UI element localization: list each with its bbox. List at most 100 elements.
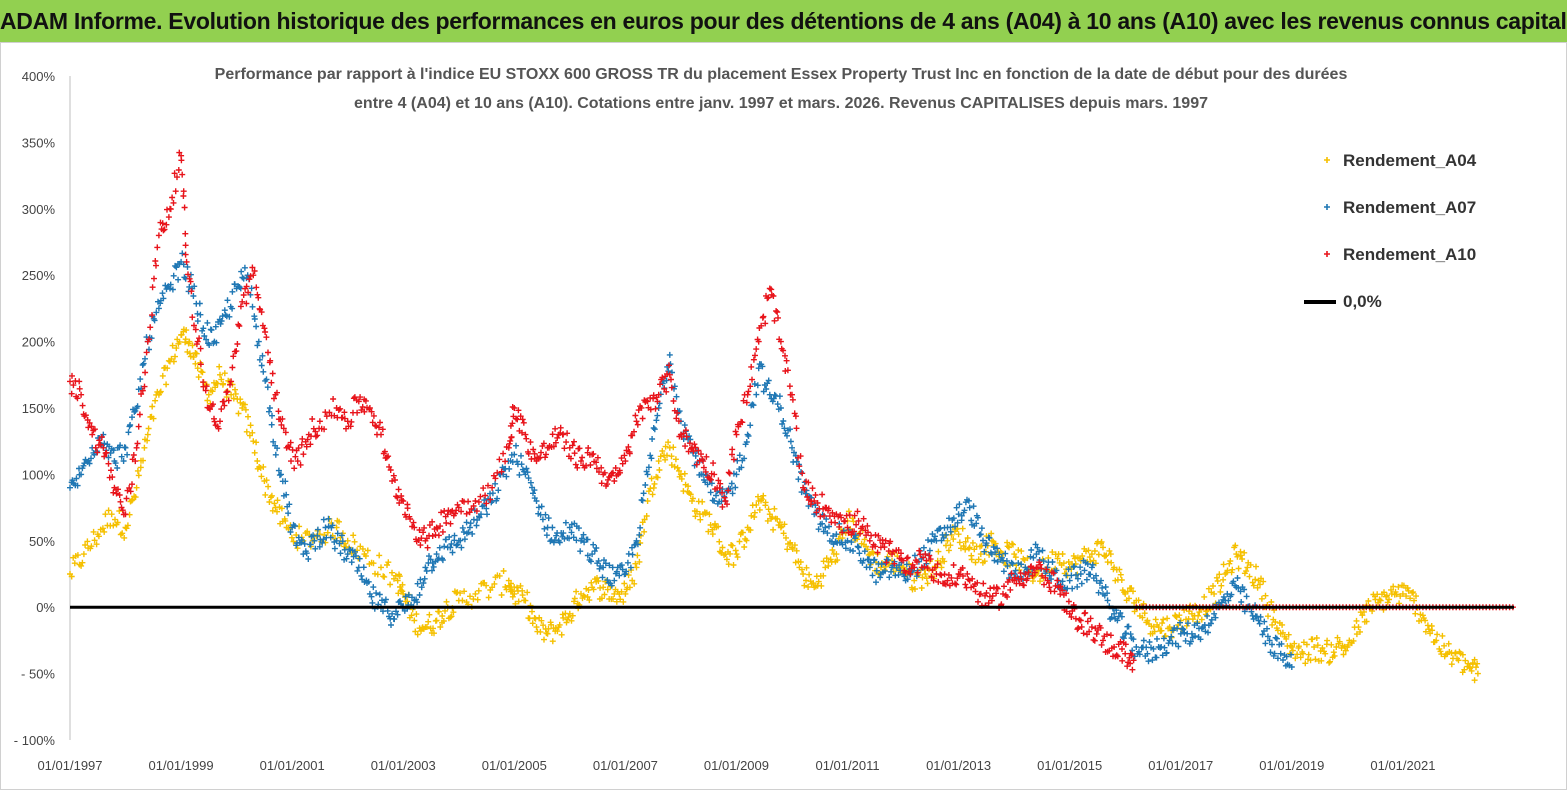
data-point	[911, 577, 918, 584]
data-point	[977, 551, 984, 558]
x-tick-label: 01/01/2021	[1370, 758, 1435, 773]
data-point	[1277, 650, 1284, 657]
data-point	[389, 478, 396, 484]
data-point	[1088, 624, 1095, 631]
y-tick-label: 0%	[36, 600, 55, 615]
data-point	[944, 577, 951, 584]
data-point	[1111, 610, 1118, 617]
chart-title: Performance par rapport à l'indice EU ST…	[215, 66, 1348, 112]
legend-plus-marker	[1324, 204, 1330, 210]
data-point	[266, 405, 273, 411]
data-point	[1211, 610, 1218, 617]
data-point	[944, 537, 951, 544]
data-point	[633, 537, 640, 544]
data-point	[955, 511, 962, 518]
data-point	[228, 391, 235, 398]
data-point	[333, 524, 340, 531]
data-point	[133, 444, 140, 451]
data-point	[833, 531, 840, 538]
data-point	[966, 504, 973, 511]
data-point	[1411, 597, 1417, 604]
data-point	[322, 524, 329, 531]
data-point	[183, 258, 190, 265]
y-tick-label: 50%	[29, 534, 55, 549]
chart-area: Performance par rapport à l'indice EU ST…	[0, 42, 1567, 790]
x-tick-label: 01/01/2005	[482, 758, 547, 773]
data-point	[722, 498, 729, 504]
data-point	[100, 444, 107, 451]
data-point	[228, 378, 235, 385]
legend-plus-marker	[1324, 251, 1330, 257]
data-point	[294, 458, 301, 465]
data-point	[89, 431, 96, 438]
data-point	[239, 298, 246, 305]
x-tick-label: 01/01/2001	[260, 758, 325, 773]
data-point	[389, 610, 396, 617]
data-point	[533, 624, 540, 631]
data-point	[566, 524, 573, 531]
data-point	[205, 391, 212, 398]
data-point	[966, 544, 973, 551]
data-point	[472, 590, 479, 597]
data-point	[344, 551, 351, 558]
data-point	[1133, 644, 1140, 650]
legend-item: Rendement_A04	[1324, 151, 1477, 170]
data-point	[1088, 551, 1095, 558]
data-point	[578, 458, 584, 465]
data-point	[1022, 571, 1029, 577]
data-point	[67, 378, 73, 385]
data-point	[1311, 644, 1318, 650]
data-point	[244, 272, 251, 279]
y-tick-label: 200%	[22, 335, 56, 350]
data-point	[489, 484, 496, 491]
x-tick-label: 01/01/2009	[704, 758, 769, 773]
data-point	[78, 391, 85, 398]
x-axis-labels: 01/01/1997 01/01/1999 01/01/2001 01/01/2003…	[37, 758, 1435, 773]
series-Rendement_A10	[67, 149, 1137, 673]
data-point	[316, 418, 323, 425]
data-point	[611, 577, 618, 584]
data-point	[1177, 630, 1184, 637]
data-point	[217, 418, 223, 425]
x-tick-label: 01/01/1999	[149, 758, 214, 773]
data-point	[666, 371, 673, 378]
legend-item: Rendement_A10	[1324, 245, 1476, 264]
data-point	[1166, 637, 1173, 644]
data-point	[1244, 564, 1251, 571]
data-point	[988, 597, 995, 604]
data-point	[1011, 551, 1018, 558]
data-point	[466, 524, 473, 531]
data-point	[1100, 544, 1106, 551]
data-point	[411, 617, 418, 624]
data-point	[422, 564, 429, 571]
data-point	[822, 524, 829, 531]
banner-title: ADAM Informe. Evolution historique des p…	[0, 8, 1567, 34]
data-point	[955, 531, 962, 538]
legend-label: Rendement_A07	[1343, 198, 1476, 217]
data-point	[733, 431, 740, 438]
data-point	[655, 405, 662, 411]
data-point	[1100, 637, 1106, 644]
legend-plus-marker	[1324, 157, 1330, 163]
data-point	[67, 484, 73, 491]
data-point	[633, 564, 640, 571]
x-tick-label: 01/01/2015	[1037, 758, 1102, 773]
data-point	[378, 564, 384, 571]
legend-item: Rendement_A07	[1324, 198, 1476, 217]
y-tick-label: 150%	[22, 401, 56, 416]
y-tick-label: 100%	[22, 467, 56, 482]
legend: Rendement_A04 Rendement_A07 Rendement_A10 0…	[1291, 135, 1516, 335]
data-point	[789, 444, 795, 451]
data-point	[1333, 644, 1340, 650]
chart-title-line-2: entre 4 (A04) et 10 ans (A10). Cotations…	[354, 95, 1208, 112]
data-point	[922, 551, 929, 558]
series-Rendement_A07	[67, 250, 1295, 670]
data-point	[855, 544, 862, 551]
y-tick-label: 400%	[22, 69, 56, 84]
series-cloud-Rendement_A10	[68, 149, 1136, 673]
data-point	[133, 484, 140, 491]
data-point	[239, 405, 246, 411]
data-point	[433, 551, 440, 558]
data-point	[844, 524, 851, 531]
y-tick-label: 300%	[22, 202, 56, 217]
